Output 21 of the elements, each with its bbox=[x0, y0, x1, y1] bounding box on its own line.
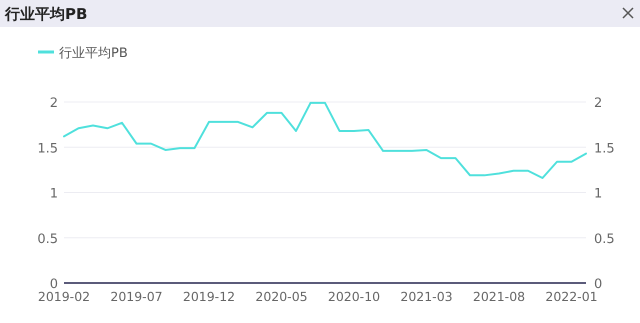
x-tick-label: 2022-01 bbox=[545, 289, 598, 304]
y2-tick-label: 0 bbox=[594, 277, 602, 292]
y2-tick-label: 1.5 bbox=[594, 141, 615, 156]
y-tick-label: 1.5 bbox=[37, 141, 58, 156]
y2-tick-label: 2 bbox=[594, 96, 602, 111]
line-series bbox=[63, 102, 587, 180]
x-tick-label: 2021-08 bbox=[472, 289, 526, 304]
y-tick-label: 0.5 bbox=[37, 232, 58, 247]
x-tick-label: 2020-10 bbox=[328, 289, 380, 304]
y2-tick-label: 0.5 bbox=[594, 232, 615, 247]
y-tick-label: 2 bbox=[50, 96, 58, 111]
x-tick-label: 2019-07 bbox=[110, 289, 163, 304]
y-tick-label: 0 bbox=[50, 277, 58, 292]
y-tick-label: 1 bbox=[50, 186, 58, 202]
legend-label: 行业平均PB bbox=[59, 46, 128, 61]
x-tick-label: 2019-02 bbox=[38, 289, 90, 304]
y2-tick-label: 1 bbox=[594, 186, 602, 202]
x-tick-label: 2021-03 bbox=[400, 289, 453, 304]
chart-title: 行业平均PB bbox=[4, 5, 88, 23]
x-tick-label: 2020-05 bbox=[255, 289, 308, 304]
x-tick-label: 2019-12 bbox=[182, 289, 236, 304]
